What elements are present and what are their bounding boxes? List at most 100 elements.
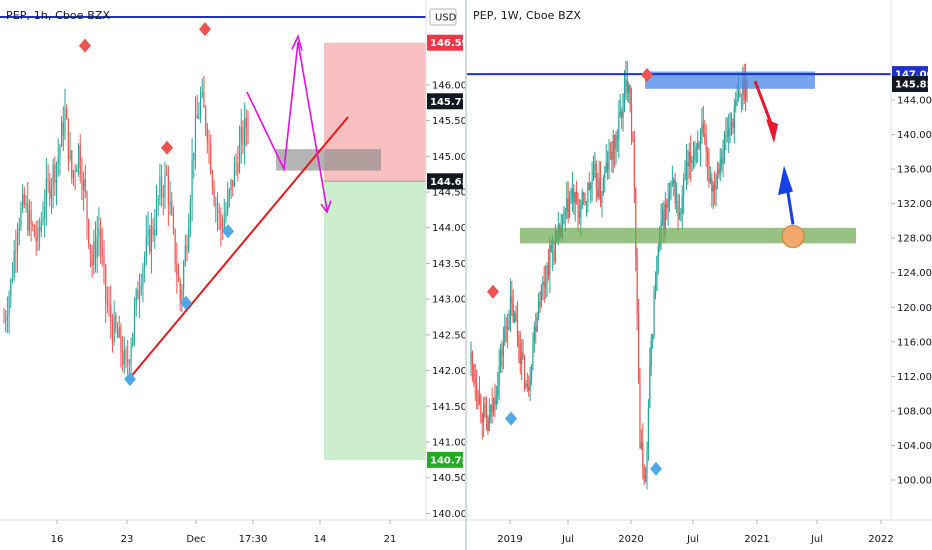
left-candle — [172, 214, 175, 230]
right-candle — [597, 188, 599, 198]
left-candle — [162, 193, 164, 197]
left-candle — [89, 244, 92, 254]
left-candle — [232, 180, 234, 187]
right-candle — [691, 160, 693, 163]
left-candle — [86, 192, 88, 220]
left-candle — [11, 277, 14, 280]
left-candle — [135, 289, 137, 308]
chart-pane-1w[interactable]: 100.00 104.00 108.00 112.00 116.00 120.00 124.… — [467, 0, 932, 550]
right-candle — [716, 168, 719, 180]
right1-y-tick-label: 144.00 — [897, 96, 932, 107]
left-candle — [96, 236, 98, 258]
right-candle — [488, 416, 490, 432]
chart-pane-1h[interactable]: 140.00 140.50 141.00 141.50 142.00 142.50 143.… — [0, 0, 465, 550]
left-price-tag-bg — [427, 451, 463, 468]
left-candle — [52, 164, 54, 187]
right-bearish-arrow-shaft — [753, 80, 774, 127]
right1-x-tick-label: 2020 — [618, 534, 643, 545]
right-candle — [723, 136, 726, 152]
left-candle — [84, 178, 86, 193]
left-candle — [154, 229, 156, 235]
right-candle — [709, 177, 711, 183]
right-candle — [561, 214, 564, 229]
right-candle — [697, 142, 699, 148]
right-candle — [654, 290, 657, 295]
right1-y-tick-label: 108.00 — [897, 406, 932, 417]
right-candle — [580, 204, 582, 218]
left-candle — [201, 91, 203, 95]
right-bearish-arrow-head — [766, 119, 778, 144]
left-candle — [123, 350, 125, 365]
right-candle — [667, 198, 669, 208]
chart-1w-svg[interactable]: 100.00 104.00 108.00 112.00 116.00 120.00 124.… — [467, 0, 932, 550]
left0-y-tick-label: 140.50 — [432, 473, 465, 484]
left-candle — [71, 151, 73, 178]
left-candle — [150, 225, 153, 252]
left-take-profit-zone — [324, 181, 426, 460]
right1-y-tick-label: 136.00 — [897, 165, 932, 176]
right-candle — [529, 378, 531, 391]
left0-y-tick-label: 145.50 — [432, 116, 465, 127]
right-candle — [483, 404, 485, 422]
right-candle — [578, 213, 581, 218]
left-candle — [157, 198, 159, 201]
right-candle — [611, 152, 613, 160]
left-candle — [38, 227, 41, 232]
left-candle — [66, 108, 68, 119]
left-candle — [116, 329, 119, 338]
right-candle — [630, 104, 633, 137]
left-candle — [145, 236, 147, 257]
left-projection-arrowhead-up — [291, 33, 303, 51]
left0-y-tick-label: 141.00 — [432, 438, 465, 449]
right1-y-tick-label: 140.00 — [897, 130, 932, 141]
right1-y-tick-label: 132.00 — [897, 199, 932, 210]
right-candle — [474, 378, 476, 384]
right-candle — [675, 200, 678, 203]
right-candle — [744, 80, 747, 100]
left-candle — [83, 178, 85, 190]
right-candle — [683, 179, 685, 197]
right-candle — [576, 191, 578, 200]
left-candle — [32, 224, 34, 227]
right-candle — [656, 257, 658, 291]
right-candle — [618, 114, 620, 140]
left-candle — [77, 145, 80, 168]
left-candle — [225, 211, 227, 219]
left-candle — [171, 201, 173, 215]
right-pivot-low-marker — [505, 411, 517, 426]
left-candle — [220, 213, 222, 229]
right-price-tag-bg — [892, 76, 928, 93]
right-candle — [504, 326, 506, 343]
right-candle — [481, 414, 483, 422]
left-candle — [59, 146, 61, 158]
right-bullish-arrow-head — [778, 165, 793, 195]
chart-1h-svg[interactable]: 140.00 140.50 141.00 141.50 142.00 142.50 143.… — [0, 0, 465, 550]
left-candle — [10, 279, 12, 297]
right-candle — [588, 182, 590, 190]
right-candle — [619, 111, 621, 115]
right-candle — [549, 244, 551, 275]
right-candle — [587, 182, 589, 202]
left-candle — [64, 108, 66, 136]
right-candle — [595, 163, 597, 189]
right-pivot-high-marker — [487, 284, 499, 299]
right-candle — [606, 162, 609, 170]
left-pivot-high-marker — [161, 140, 173, 155]
right-candle — [640, 442, 642, 449]
left-candle — [140, 285, 142, 290]
right1-y-tick-label: 116.00 — [897, 337, 932, 348]
left-candle — [25, 202, 27, 205]
right-candle — [664, 204, 666, 230]
left-pivot-high-marker — [79, 38, 91, 53]
left-candle — [67, 118, 69, 160]
right-candle — [508, 323, 510, 331]
right-candle — [584, 196, 586, 203]
left-candle — [196, 115, 198, 119]
left-candle — [174, 229, 176, 265]
pane-divider[interactable] — [465, 0, 467, 550]
right1-y-tick-label: 100.00 — [897, 476, 932, 487]
right-candle — [637, 313, 640, 382]
right-candle — [629, 84, 631, 105]
right-candle — [719, 158, 721, 175]
right1-x-tick-label: Jul — [561, 534, 574, 545]
